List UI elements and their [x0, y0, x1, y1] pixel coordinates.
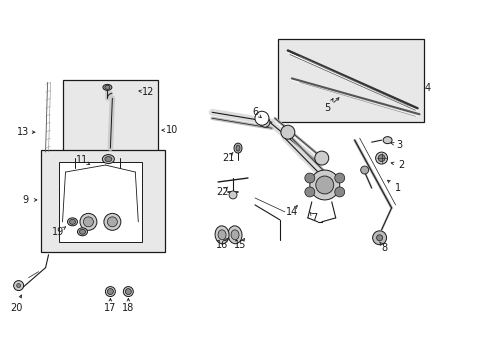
Text: 1: 1: [394, 183, 400, 193]
Text: 2: 2: [398, 160, 404, 170]
Text: 21: 21: [222, 153, 234, 163]
Text: 4: 4: [424, 84, 429, 93]
Ellipse shape: [315, 176, 333, 194]
Ellipse shape: [227, 226, 242, 244]
Circle shape: [228, 191, 237, 199]
Ellipse shape: [309, 170, 339, 200]
Circle shape: [372, 231, 386, 245]
Text: 13: 13: [17, 127, 29, 137]
Text: 9: 9: [22, 195, 29, 205]
Text: 5: 5: [324, 103, 330, 113]
Text: 12: 12: [142, 87, 154, 97]
Ellipse shape: [107, 217, 117, 227]
Circle shape: [304, 173, 314, 183]
Circle shape: [334, 187, 344, 197]
Text: 3: 3: [396, 140, 402, 150]
Circle shape: [360, 166, 368, 174]
Circle shape: [280, 125, 294, 139]
Text: 16: 16: [216, 240, 228, 250]
Ellipse shape: [102, 154, 114, 163]
Circle shape: [334, 173, 344, 183]
Circle shape: [17, 284, 20, 288]
Ellipse shape: [80, 213, 97, 230]
Ellipse shape: [215, 226, 228, 244]
Text: 6: 6: [251, 107, 258, 117]
Text: 19: 19: [52, 227, 64, 237]
Bar: [277, 39, 424, 122]
Bar: [41, 150, 165, 252]
Text: 20: 20: [10, 302, 23, 312]
Ellipse shape: [83, 217, 93, 227]
Text: 18: 18: [122, 302, 134, 312]
Circle shape: [304, 187, 314, 197]
Ellipse shape: [234, 143, 242, 153]
Ellipse shape: [382, 137, 391, 144]
Ellipse shape: [103, 213, 121, 230]
Ellipse shape: [69, 219, 75, 224]
Bar: [59, 162, 142, 242]
Ellipse shape: [125, 289, 131, 294]
Ellipse shape: [107, 289, 113, 294]
Text: 17: 17: [104, 302, 116, 312]
Text: 22: 22: [215, 187, 228, 197]
Ellipse shape: [236, 145, 240, 151]
Text: 11: 11: [76, 155, 88, 165]
Text: 7: 7: [311, 213, 317, 223]
Ellipse shape: [77, 228, 87, 236]
Ellipse shape: [105, 157, 112, 162]
Circle shape: [314, 151, 328, 165]
Ellipse shape: [67, 218, 77, 226]
Ellipse shape: [377, 154, 385, 162]
Circle shape: [376, 235, 382, 241]
Ellipse shape: [102, 84, 112, 90]
Ellipse shape: [105, 287, 115, 297]
Text: 10: 10: [166, 125, 178, 135]
Ellipse shape: [123, 287, 133, 297]
Circle shape: [14, 280, 23, 291]
Bar: [62, 80, 158, 155]
Text: 14: 14: [285, 207, 297, 217]
Circle shape: [260, 117, 269, 127]
Ellipse shape: [375, 152, 387, 164]
Ellipse shape: [105, 85, 110, 89]
Circle shape: [254, 111, 268, 125]
Ellipse shape: [230, 230, 239, 240]
Ellipse shape: [80, 229, 85, 234]
Ellipse shape: [218, 230, 225, 240]
Text: 8: 8: [381, 243, 387, 253]
Text: 15: 15: [233, 240, 245, 250]
